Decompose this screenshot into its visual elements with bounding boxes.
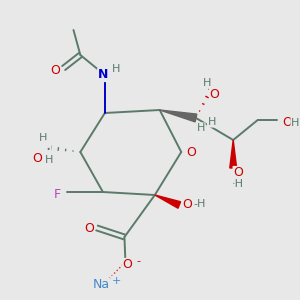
Text: O: O xyxy=(122,259,132,272)
Text: F: F xyxy=(53,188,60,200)
Text: -H: -H xyxy=(194,199,206,209)
Text: O: O xyxy=(182,199,192,212)
Text: H: H xyxy=(291,118,299,128)
Polygon shape xyxy=(230,140,237,168)
Text: H: H xyxy=(202,78,211,88)
Text: N: N xyxy=(98,68,108,82)
Text: O: O xyxy=(233,167,243,179)
Text: ·: · xyxy=(45,141,51,159)
Text: H: H xyxy=(197,123,205,133)
Text: H: H xyxy=(39,133,47,143)
Text: H: H xyxy=(111,64,120,74)
Text: Na: Na xyxy=(92,278,110,292)
Polygon shape xyxy=(160,110,197,122)
Text: O: O xyxy=(84,221,94,235)
Text: H: H xyxy=(208,117,216,127)
Text: O: O xyxy=(32,152,42,164)
Text: O: O xyxy=(282,116,292,128)
Text: -: - xyxy=(136,256,140,266)
Text: H: H xyxy=(45,155,53,165)
Text: O: O xyxy=(210,88,220,101)
Text: ·H: ·H xyxy=(232,179,244,189)
Text: O: O xyxy=(186,146,196,158)
Text: +: + xyxy=(112,276,121,286)
Polygon shape xyxy=(155,195,181,208)
Text: O: O xyxy=(50,64,60,77)
